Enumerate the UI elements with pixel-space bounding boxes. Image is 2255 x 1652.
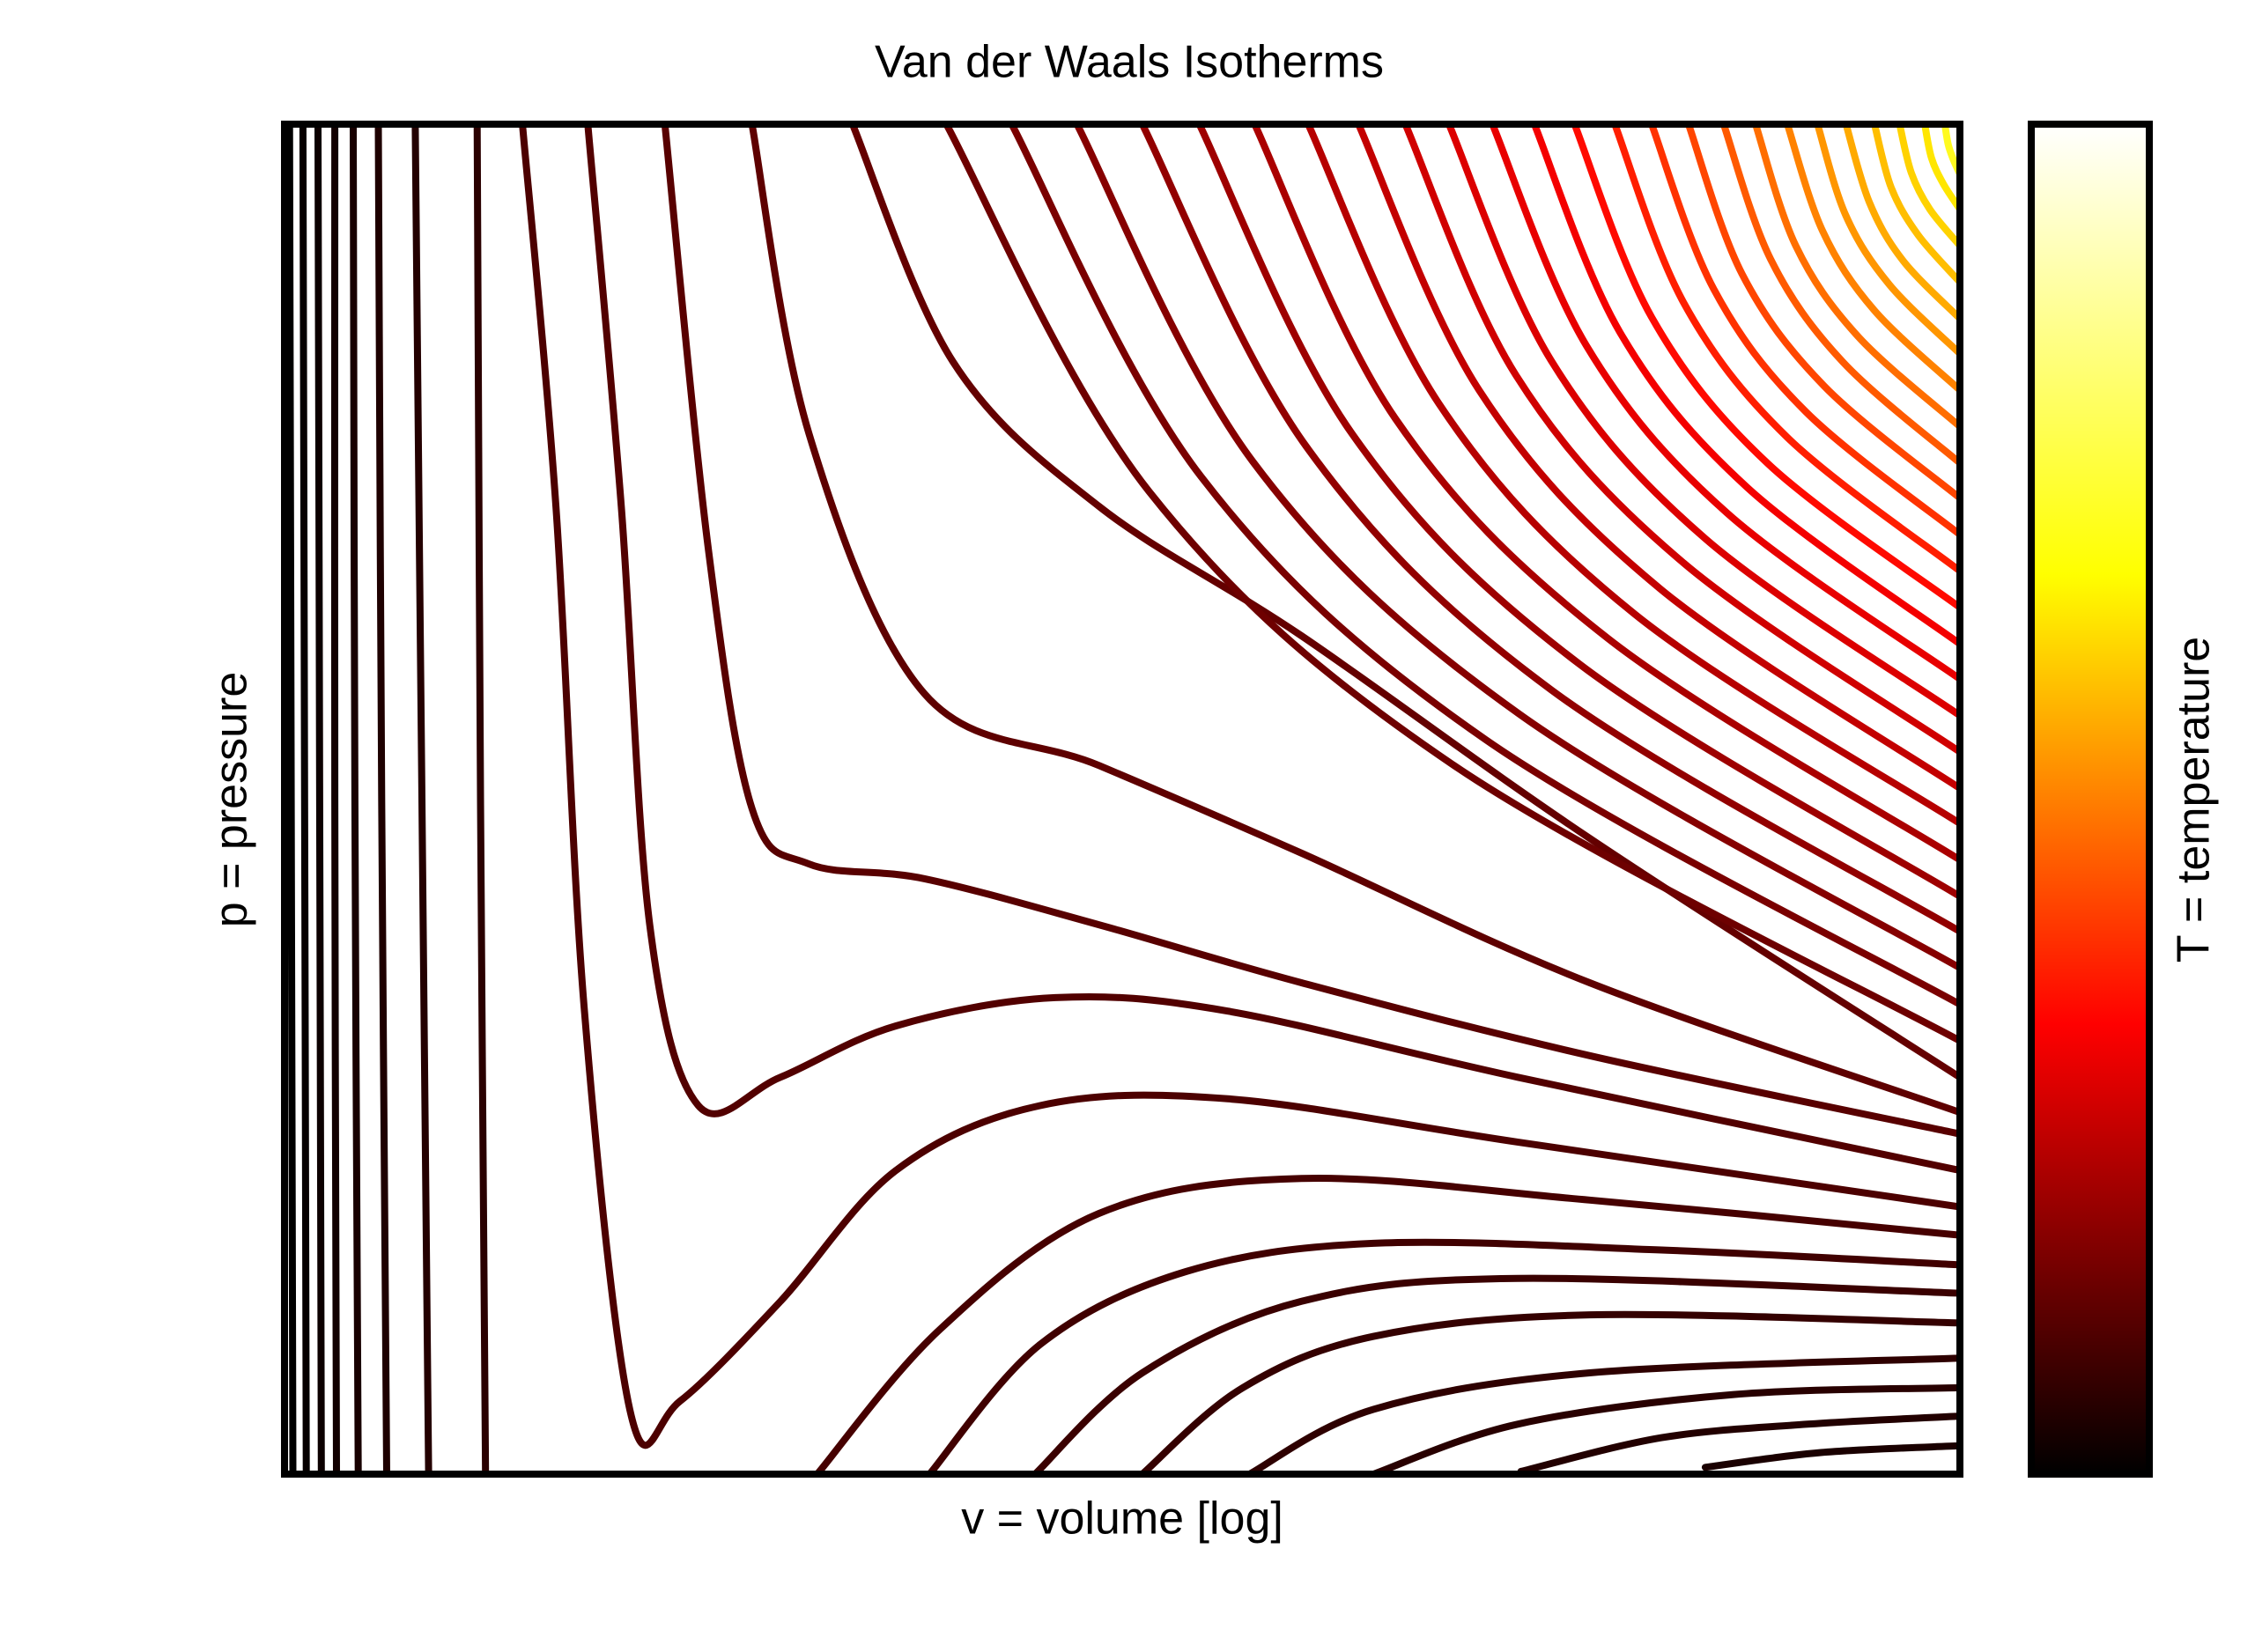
isotherm (748, 124, 1960, 1117)
isotherm (314, 124, 325, 1474)
isotherm (1195, 124, 1960, 900)
isotherm (1571, 124, 1960, 611)
x-axis-label: v = volume [log] (961, 1493, 1283, 1545)
isotherm (1896, 124, 1960, 249)
isotherms (285, 124, 1960, 1474)
isotherm (1031, 1274, 1960, 1474)
isotherm (1305, 124, 1960, 828)
isotherm (1445, 124, 1960, 719)
y-axis-label: p = pressure (206, 672, 257, 928)
isotherm (473, 124, 490, 1474)
isotherm (1701, 1442, 1960, 1471)
isotherm (1530, 124, 1960, 648)
isotherm (926, 1238, 1960, 1474)
plot-frame (281, 121, 1963, 1478)
isotherm (1251, 124, 1960, 864)
isotherm (1752, 124, 1960, 431)
isotherm (1489, 124, 1960, 683)
isotherm (1008, 124, 1960, 1008)
isotherm (374, 124, 390, 1474)
isotherm (330, 124, 340, 1474)
isotherm (1517, 1412, 1960, 1474)
isotherm (1246, 1354, 1960, 1474)
isotherm (1719, 124, 1960, 467)
isotherm (519, 124, 1960, 1449)
isotherm (584, 124, 1960, 1175)
isotherm (285, 124, 297, 1474)
isotherm (1814, 124, 1960, 358)
isotherm (1871, 124, 1960, 286)
colorbar-label: T = temperature (2169, 637, 2220, 962)
chart-title: Van der Waals Isotherms (875, 37, 1384, 88)
isotherm (1611, 124, 1960, 575)
isotherm (299, 124, 310, 1474)
colorbar (2028, 121, 2153, 1478)
isotherm (1784, 124, 1960, 394)
isotherm (1355, 124, 1960, 793)
isotherm (1138, 1310, 1960, 1474)
isotherm (1648, 124, 1960, 538)
isotherm (1073, 124, 1960, 972)
isotherm (943, 124, 1960, 1044)
isotherm (411, 124, 433, 1474)
isotherm (350, 124, 362, 1474)
isotherm (1401, 124, 1960, 756)
isotherm (1138, 124, 1960, 935)
isotherm (1684, 124, 1960, 502)
isotherm (1842, 124, 1960, 322)
isotherm (813, 1175, 1960, 1474)
isotherm (1921, 124, 1960, 213)
isotherm (661, 124, 1960, 1138)
isotherm (1370, 1383, 1960, 1474)
